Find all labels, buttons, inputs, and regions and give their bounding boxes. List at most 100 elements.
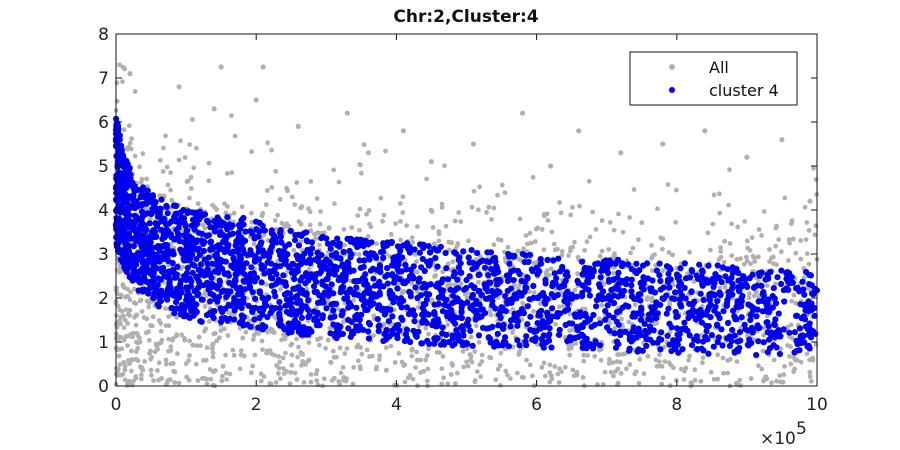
data-point bbox=[559, 266, 566, 273]
data-point bbox=[114, 205, 121, 212]
data-point bbox=[181, 253, 188, 260]
data-point bbox=[210, 350, 216, 356]
data-point bbox=[495, 192, 500, 198]
data-point bbox=[240, 335, 246, 341]
data-point bbox=[325, 258, 333, 265]
data-point bbox=[261, 374, 267, 379]
data-point bbox=[415, 224, 420, 230]
data-point bbox=[277, 359, 282, 365]
data-point bbox=[229, 222, 236, 229]
data-point bbox=[291, 317, 298, 324]
data-point bbox=[371, 333, 376, 338]
data-point bbox=[418, 370, 423, 375]
data-point bbox=[567, 328, 572, 334]
data-point bbox=[173, 210, 180, 217]
data-point bbox=[263, 202, 269, 208]
data-point bbox=[265, 329, 270, 335]
data-point bbox=[414, 259, 419, 265]
data-point bbox=[419, 311, 426, 318]
data-point bbox=[318, 263, 325, 270]
data-point bbox=[729, 326, 736, 334]
data-point bbox=[786, 270, 793, 277]
data-point bbox=[224, 171, 230, 176]
data-point bbox=[602, 308, 609, 315]
data-point bbox=[424, 337, 431, 344]
data-point bbox=[645, 353, 651, 359]
data-point bbox=[225, 204, 230, 209]
data-point bbox=[419, 304, 426, 311]
data-point bbox=[572, 239, 577, 245]
data-point bbox=[190, 117, 195, 122]
data-point bbox=[277, 196, 283, 202]
data-point bbox=[431, 301, 438, 308]
data-point bbox=[183, 361, 189, 367]
data-point bbox=[135, 333, 141, 338]
data-point bbox=[269, 147, 274, 153]
data-point bbox=[250, 363, 256, 369]
data-point bbox=[692, 367, 698, 373]
data-point bbox=[295, 242, 302, 249]
data-point bbox=[306, 326, 313, 333]
data-point bbox=[263, 281, 269, 287]
data-point bbox=[249, 149, 255, 155]
data-point bbox=[340, 365, 346, 370]
data-point bbox=[303, 331, 310, 338]
data-point bbox=[552, 247, 558, 253]
data-point bbox=[277, 263, 284, 270]
data-point bbox=[395, 252, 402, 259]
data-point bbox=[570, 244, 575, 250]
data-point bbox=[120, 79, 125, 84]
data-point bbox=[714, 339, 721, 346]
data-point bbox=[755, 270, 763, 277]
data-point bbox=[715, 352, 721, 358]
data-point bbox=[619, 260, 626, 267]
data-point bbox=[634, 296, 641, 303]
data-point bbox=[412, 331, 419, 338]
data-point bbox=[604, 324, 611, 331]
data-point bbox=[117, 307, 123, 313]
data-point bbox=[396, 300, 403, 307]
data-point bbox=[443, 296, 450, 304]
data-point bbox=[568, 291, 576, 298]
data-point bbox=[445, 261, 451, 267]
data-point bbox=[741, 321, 748, 328]
data-point bbox=[672, 345, 679, 352]
data-point bbox=[510, 306, 516, 312]
data-point bbox=[371, 313, 377, 319]
data-point bbox=[291, 270, 298, 278]
data-point bbox=[779, 137, 785, 143]
data-point bbox=[128, 252, 135, 259]
data-point bbox=[489, 323, 496, 330]
data-point bbox=[365, 335, 372, 342]
data-point bbox=[348, 251, 355, 258]
data-point bbox=[717, 210, 723, 216]
data-point bbox=[234, 260, 241, 267]
data-point bbox=[802, 307, 809, 314]
data-point bbox=[142, 359, 148, 364]
data-point bbox=[288, 328, 295, 336]
data-point bbox=[765, 296, 772, 303]
data-point bbox=[285, 241, 293, 248]
data-point bbox=[628, 276, 635, 283]
data-point bbox=[681, 260, 688, 267]
data-point bbox=[179, 332, 185, 338]
data-point bbox=[376, 278, 383, 285]
data-point bbox=[765, 275, 772, 282]
data-point bbox=[760, 339, 767, 346]
data-point bbox=[497, 314, 504, 321]
data-point bbox=[413, 252, 418, 257]
data-point bbox=[645, 328, 652, 335]
data-point bbox=[144, 298, 150, 304]
data-point bbox=[276, 314, 283, 321]
data-point bbox=[746, 295, 752, 301]
data-point bbox=[498, 237, 504, 243]
data-point bbox=[268, 227, 275, 234]
data-point bbox=[785, 343, 791, 348]
data-point bbox=[401, 337, 408, 345]
data-point bbox=[356, 316, 363, 323]
data-point bbox=[206, 160, 212, 166]
data-point bbox=[775, 310, 782, 317]
data-point bbox=[458, 269, 465, 276]
data-point bbox=[231, 316, 238, 323]
data-point bbox=[127, 307, 133, 313]
